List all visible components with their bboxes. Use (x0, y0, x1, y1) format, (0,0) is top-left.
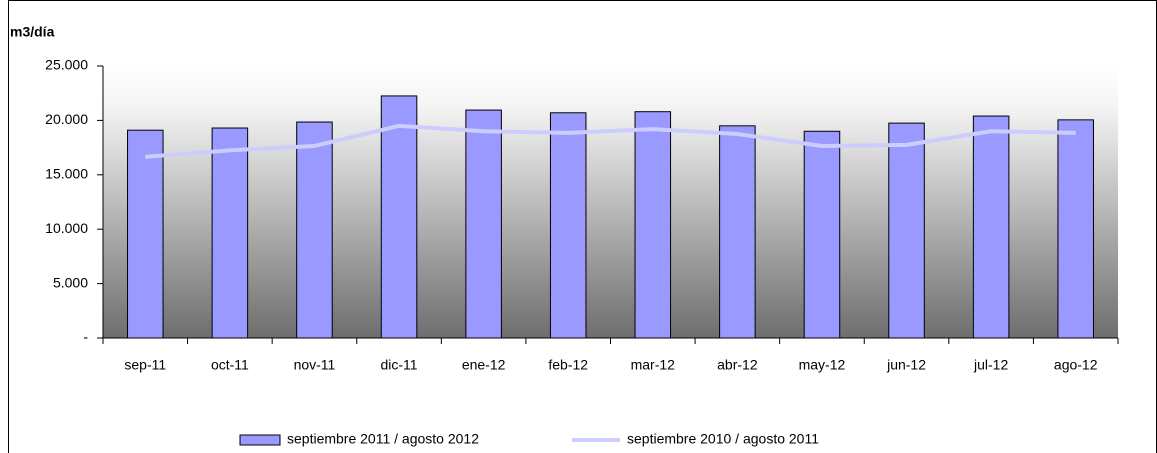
bar (803, 130, 841, 339)
y-tick-label: 20.000 (45, 111, 88, 127)
bar (1057, 119, 1094, 339)
bar (634, 111, 672, 339)
x-tick-label: dic-11 (380, 357, 417, 373)
bar (465, 109, 502, 339)
x-tick-label: jul-12 (973, 357, 1008, 373)
y-tick-label: - (83, 329, 88, 345)
bar (888, 122, 925, 339)
line (145, 123, 1076, 159)
bar (719, 125, 756, 339)
x-tick-label: feb-12 (548, 357, 588, 373)
y-tick-label: 10.000 (45, 220, 88, 236)
bar (380, 95, 418, 339)
x-tick-label: nov-11 (294, 357, 336, 373)
legend-label: septiembre 2011 / agosto 2012 (287, 431, 479, 447)
y-tick-label: 5.000 (53, 274, 88, 290)
x-tick-label: ene-12 (462, 357, 506, 373)
y-axis-label: m3/día (10, 24, 55, 40)
x-tick-label: sep-11 (124, 357, 166, 373)
y-tick-label: 25.000 (45, 57, 88, 73)
y-tick-label: 15.000 (45, 166, 88, 182)
x-tick-label: oct-11 (211, 357, 249, 373)
x-tick-label: mar-12 (631, 357, 676, 373)
x-tick-label: may-12 (799, 357, 846, 373)
bar (549, 112, 587, 339)
plot-background (103, 66, 1118, 338)
bar (127, 129, 164, 339)
legend-label: septiembre 2010 / agosto 2011 (627, 431, 819, 447)
x-tick-label: abr-12 (717, 357, 758, 373)
legend-swatch (239, 434, 281, 446)
x-tick-label: jun-12 (886, 357, 926, 373)
bar (296, 121, 333, 339)
bar (211, 127, 249, 339)
bar (972, 115, 1010, 339)
x-tick-label: ago-12 (1054, 357, 1098, 373)
